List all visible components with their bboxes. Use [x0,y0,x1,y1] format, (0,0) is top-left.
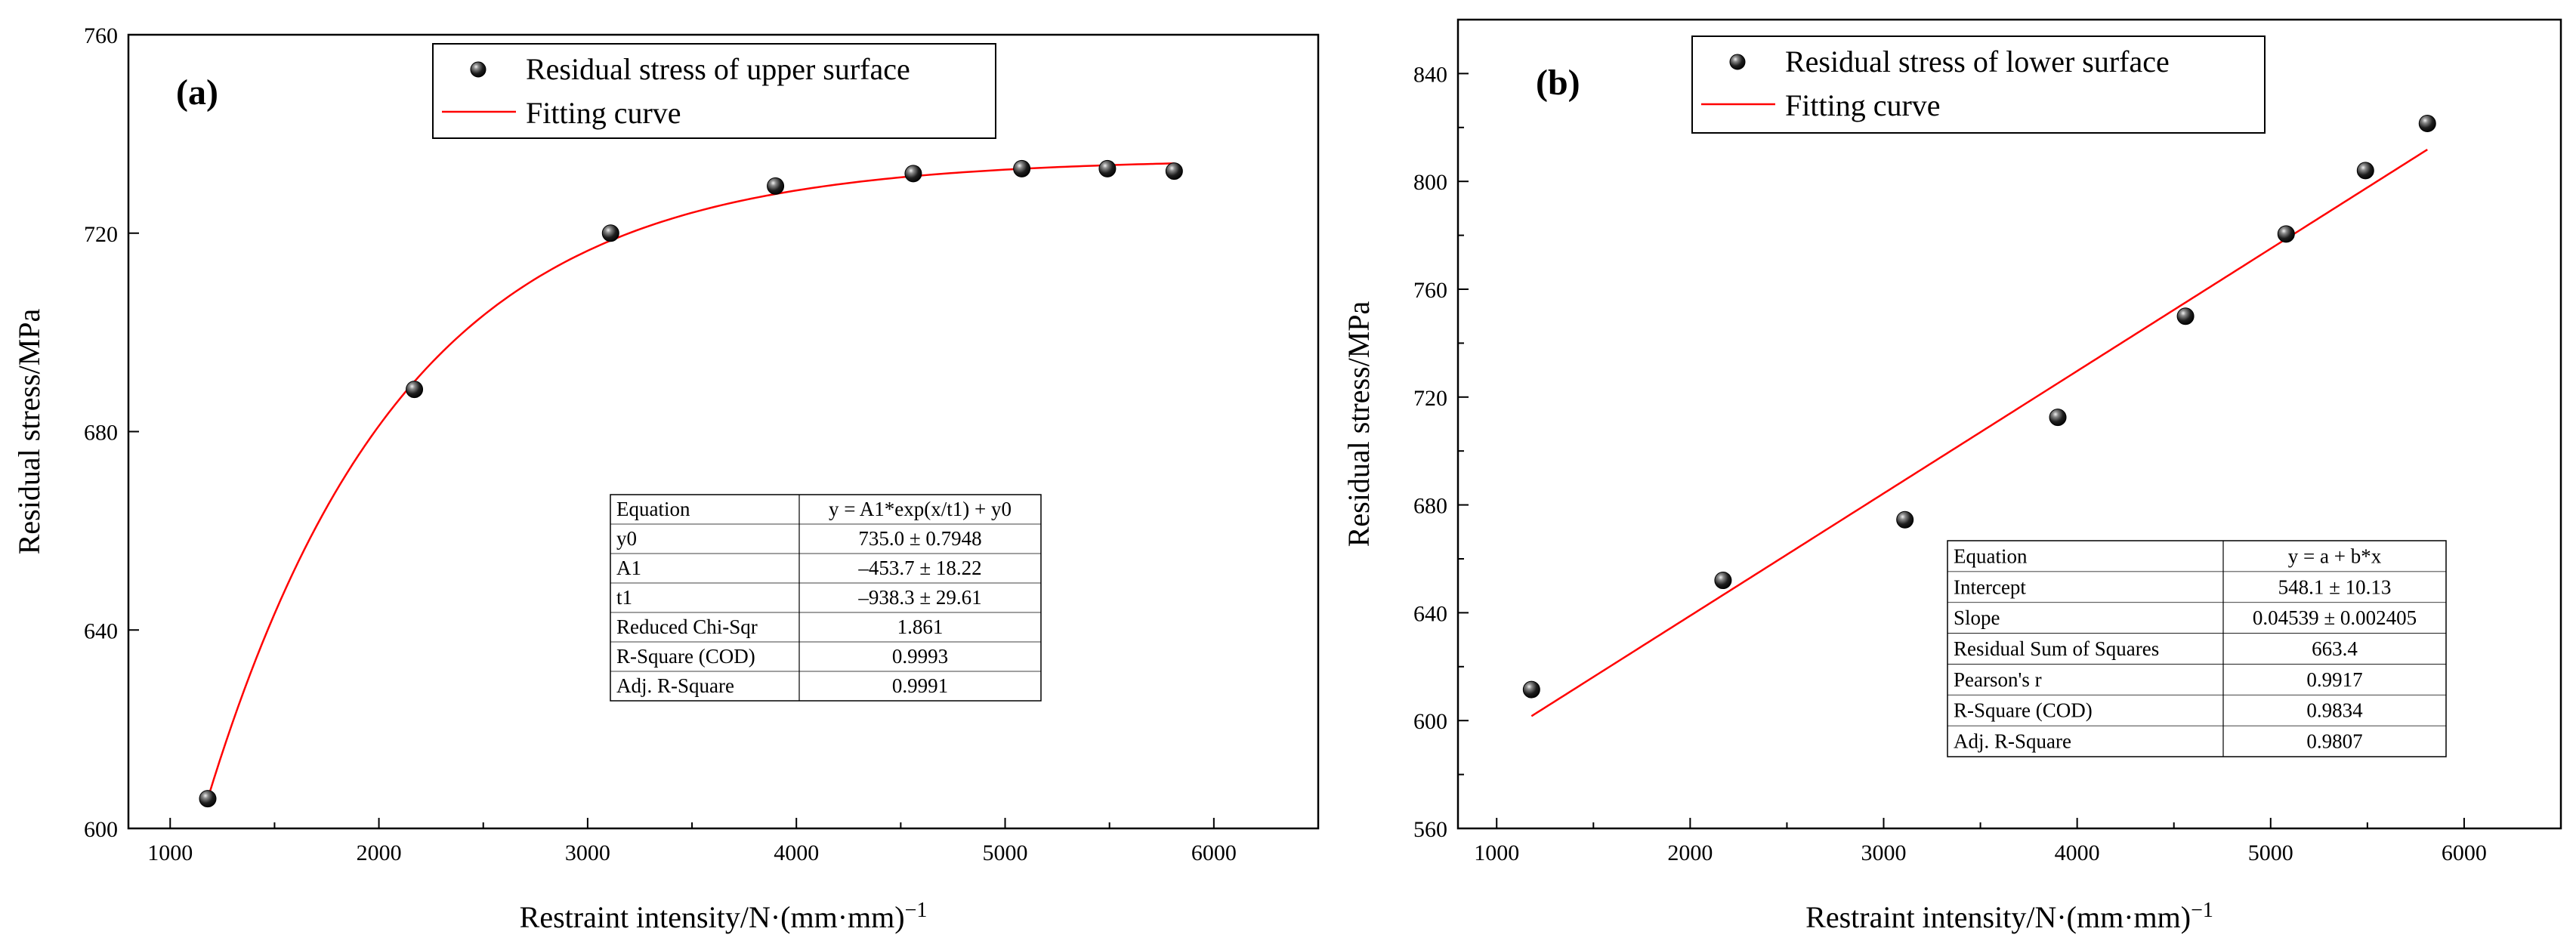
y-tick-label-a: 720 [84,222,118,247]
stats-table-b [1947,540,2447,757]
data-point-a [199,790,217,808]
y-tick-label-b: 760 [1413,278,1447,303]
legend-box-b [1691,35,2266,134]
x-tick-label-b: 3000 [1861,841,1907,865]
data-point-a [767,177,785,195]
data-point-a [904,165,922,183]
plot-frame-a [127,33,1320,830]
legend-marker-icon [1729,54,1746,70]
x-tick-label-a: 4000 [774,841,819,865]
stats-table-key-a: y0 [616,527,637,550]
stats-table-value-a: 735.0 ± 0.7948 [858,527,981,550]
y-tick-label-a: 680 [84,421,118,446]
stats-table-value-b: 548.1 ± 10.13 [2278,575,2392,598]
stats-table-value-b: 0.9917 [2306,668,2362,691]
legend-label-fit-a: Fitting curve [526,96,681,130]
fitting-curve-b [1530,148,2428,717]
stats-table-value-b: 0.04539 ± 0.002405 [2253,606,2417,629]
stats-table-value-a: 1.861 [897,615,944,638]
y-axis-label-b: Residual stress/MPa [1342,301,1376,547]
legend-label-points-a: Residual stress of upper surface [526,52,910,86]
y-tick-label-b: 720 [1413,386,1447,411]
stats-table-value-a: 0.9993 [892,645,948,668]
x-tick-label-a: 1000 [147,841,193,865]
stats-table-a [610,494,1042,702]
fitting-curve-a [206,162,1175,799]
y-axis-label-a: Residual stress/MPa [12,308,46,554]
stats-table-key-b: Equation [1954,544,2028,567]
data-point-b [2176,307,2195,325]
data-point-a [1013,159,1031,177]
y-tick-label-b: 600 [1413,709,1447,734]
data-point-b [2418,114,2436,132]
x-tick-label-a: 2000 [357,841,402,865]
x-axis-label-b: Restraint intensity/N·(mm·mm)−1 [1805,899,2213,934]
stats-table-value-a: 0.9991 [892,674,948,697]
data-point-b [2277,225,2295,243]
x-axis-label-a: Restraint intensity/N·(mm·mm)−1 [520,899,928,934]
stats-table-value-b: y = a + b*x [2288,544,2382,567]
stats-table-value-b: 0.9807 [2306,730,2362,753]
x-axis-label-superscript: −1 [2191,899,2213,922]
y-tick-label-b: 840 [1413,62,1447,87]
x-tick-label-b: 5000 [2248,841,2293,865]
y-tick-label-b: 800 [1413,170,1447,195]
x-tick-label-b: 4000 [2055,841,2100,865]
stats-table-key-b: Pearson's r [1954,668,2042,691]
stats-table-key-b: Intercept [1954,575,2026,598]
x-tick-label-a: 6000 [1191,841,1237,865]
x-tick-label-b: 6000 [2442,841,2487,865]
x-axis-label-superscript: −1 [905,899,928,922]
stats-table-key-a: Equation [616,498,690,520]
data-point-b [1714,572,1732,590]
legend-marker-icon [470,61,486,78]
data-point-b [2356,162,2374,180]
y-tick-label-b: 640 [1413,601,1447,626]
y-tick-label-b: 560 [1413,817,1447,842]
data-point-a [1098,159,1117,177]
y-tick-label-a: 600 [84,817,118,842]
plot-frame-b [1456,18,2562,830]
stats-table-key-b: R-Square (COD) [1954,699,2093,722]
data-point-a [1165,162,1183,180]
x-axis-label-text: Restraint intensity/N·(mm·mm) [1805,900,2191,934]
data-point-b [2049,409,2067,427]
stats-table-value-a: y = A1*exp(x/t1) + y0 [829,498,1012,520]
legend-label-points-b: Residual stress of lower surface [1785,45,2170,79]
x-tick-label-b: 2000 [1667,841,1713,865]
panel-label-b: (b) [1536,63,1580,103]
y-tick-label-a: 760 [84,23,118,48]
stats-table-value-a: –453.7 ± 18.22 [857,557,981,579]
stats-table-value-a: –938.3 ± 29.61 [857,586,981,609]
stats-table-key-a: R-Square (COD) [616,645,755,668]
legend-label-fit-b: Fitting curve [1785,88,1941,122]
data-point-a [406,381,424,399]
panel-label-a: (a) [176,72,218,113]
y-tick-label-a: 640 [84,618,118,643]
stats-table-key-a: A1 [616,557,641,579]
stats-table-key-a: Reduced Chi-Sqr [616,615,758,638]
y-tick-label-b: 680 [1413,494,1447,519]
x-tick-label-a: 3000 [565,841,610,865]
stats-table-key-b: Residual Sum of Squares [1954,637,2159,660]
data-point-a [601,224,619,242]
chart-panel-b: 1000 2000 3000 4000 5000 6000 560 600 640 680 720 7… [1342,18,2562,934]
data-point-b [1896,510,1914,529]
stats-table-key-a: Adj. R-Square [616,674,734,697]
stats-table-value-b: 663.4 [2312,637,2358,660]
stats-table-key-b: Adj. R-Square [1954,730,2071,753]
chart-panel-a: 1000 2000 3000 4000 5000 6000 600 640 680 720 760 R… [12,23,1320,934]
stats-table-value-b: 0.9834 [2306,699,2363,722]
x-axis-label-text: Restraint intensity/N·(mm·mm) [520,900,905,934]
stats-table-key-b: Slope [1954,606,2000,629]
data-point-b [1522,680,1540,699]
legend-box-a [432,43,996,139]
stats-table-key-a: t1 [616,586,632,609]
x-tick-label-a: 5000 [983,841,1028,865]
x-tick-label-b: 1000 [1474,841,1519,865]
